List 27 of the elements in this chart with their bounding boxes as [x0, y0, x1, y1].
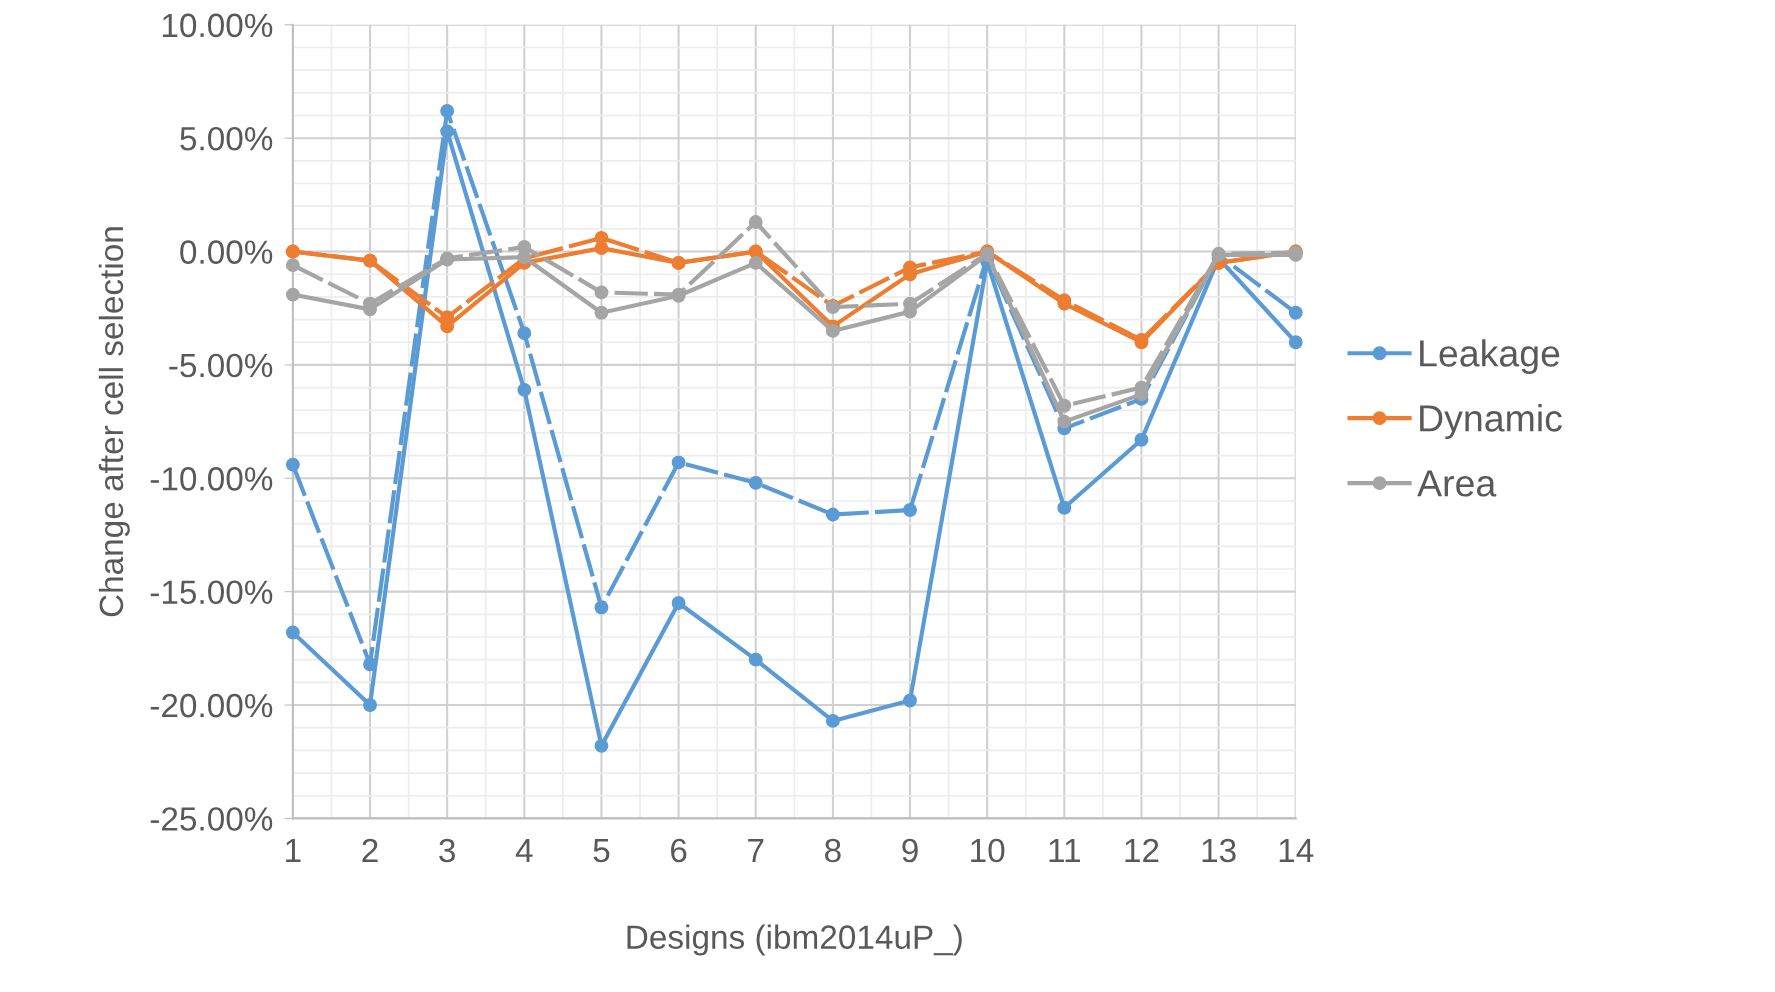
y-tick-label: -10.00%: [150, 467, 273, 491]
x-tick-label: 7: [748, 839, 764, 862]
y-tick-label: 10.00%: [162, 13, 273, 38]
y-tick-label: 0.00%: [180, 240, 273, 264]
y-tick-label: -15.00%: [150, 580, 273, 605]
x-tick-label: 5: [593, 839, 610, 863]
y-axis-title: Change after cell selection: [98, 227, 130, 617]
x-axis-title: Designs (ibm2014uP_): [627, 924, 962, 956]
x-tick-label: 10: [971, 838, 1005, 863]
legend-label: Leakage: [1420, 339, 1560, 375]
x-tick-label: 11: [1049, 839, 1080, 862]
x-tick-label: 3: [439, 838, 455, 863]
x-tick-label: 8: [825, 838, 841, 863]
y-tick-label: -20.00%: [150, 693, 273, 718]
y-tick-label: 5.00%: [180, 126, 273, 151]
x-tick-label: 2: [362, 838, 378, 862]
y-tick-label: -25.00%: [150, 807, 273, 831]
legend-label: Dynamic: [1420, 404, 1562, 440]
x-tick-label: 12: [1125, 838, 1159, 862]
x-tick-label: 1: [286, 839, 301, 862]
legend-label: Area: [1417, 470, 1497, 497]
x-tick-label: 9: [902, 838, 918, 863]
x-tick-label: 13: [1202, 838, 1236, 863]
y-tick-label: -5.00%: [169, 353, 273, 378]
x-tick-label: 6: [671, 838, 687, 863]
x-tick-label: 4: [515, 839, 533, 862]
x-tick-label: 14: [1279, 839, 1314, 862]
